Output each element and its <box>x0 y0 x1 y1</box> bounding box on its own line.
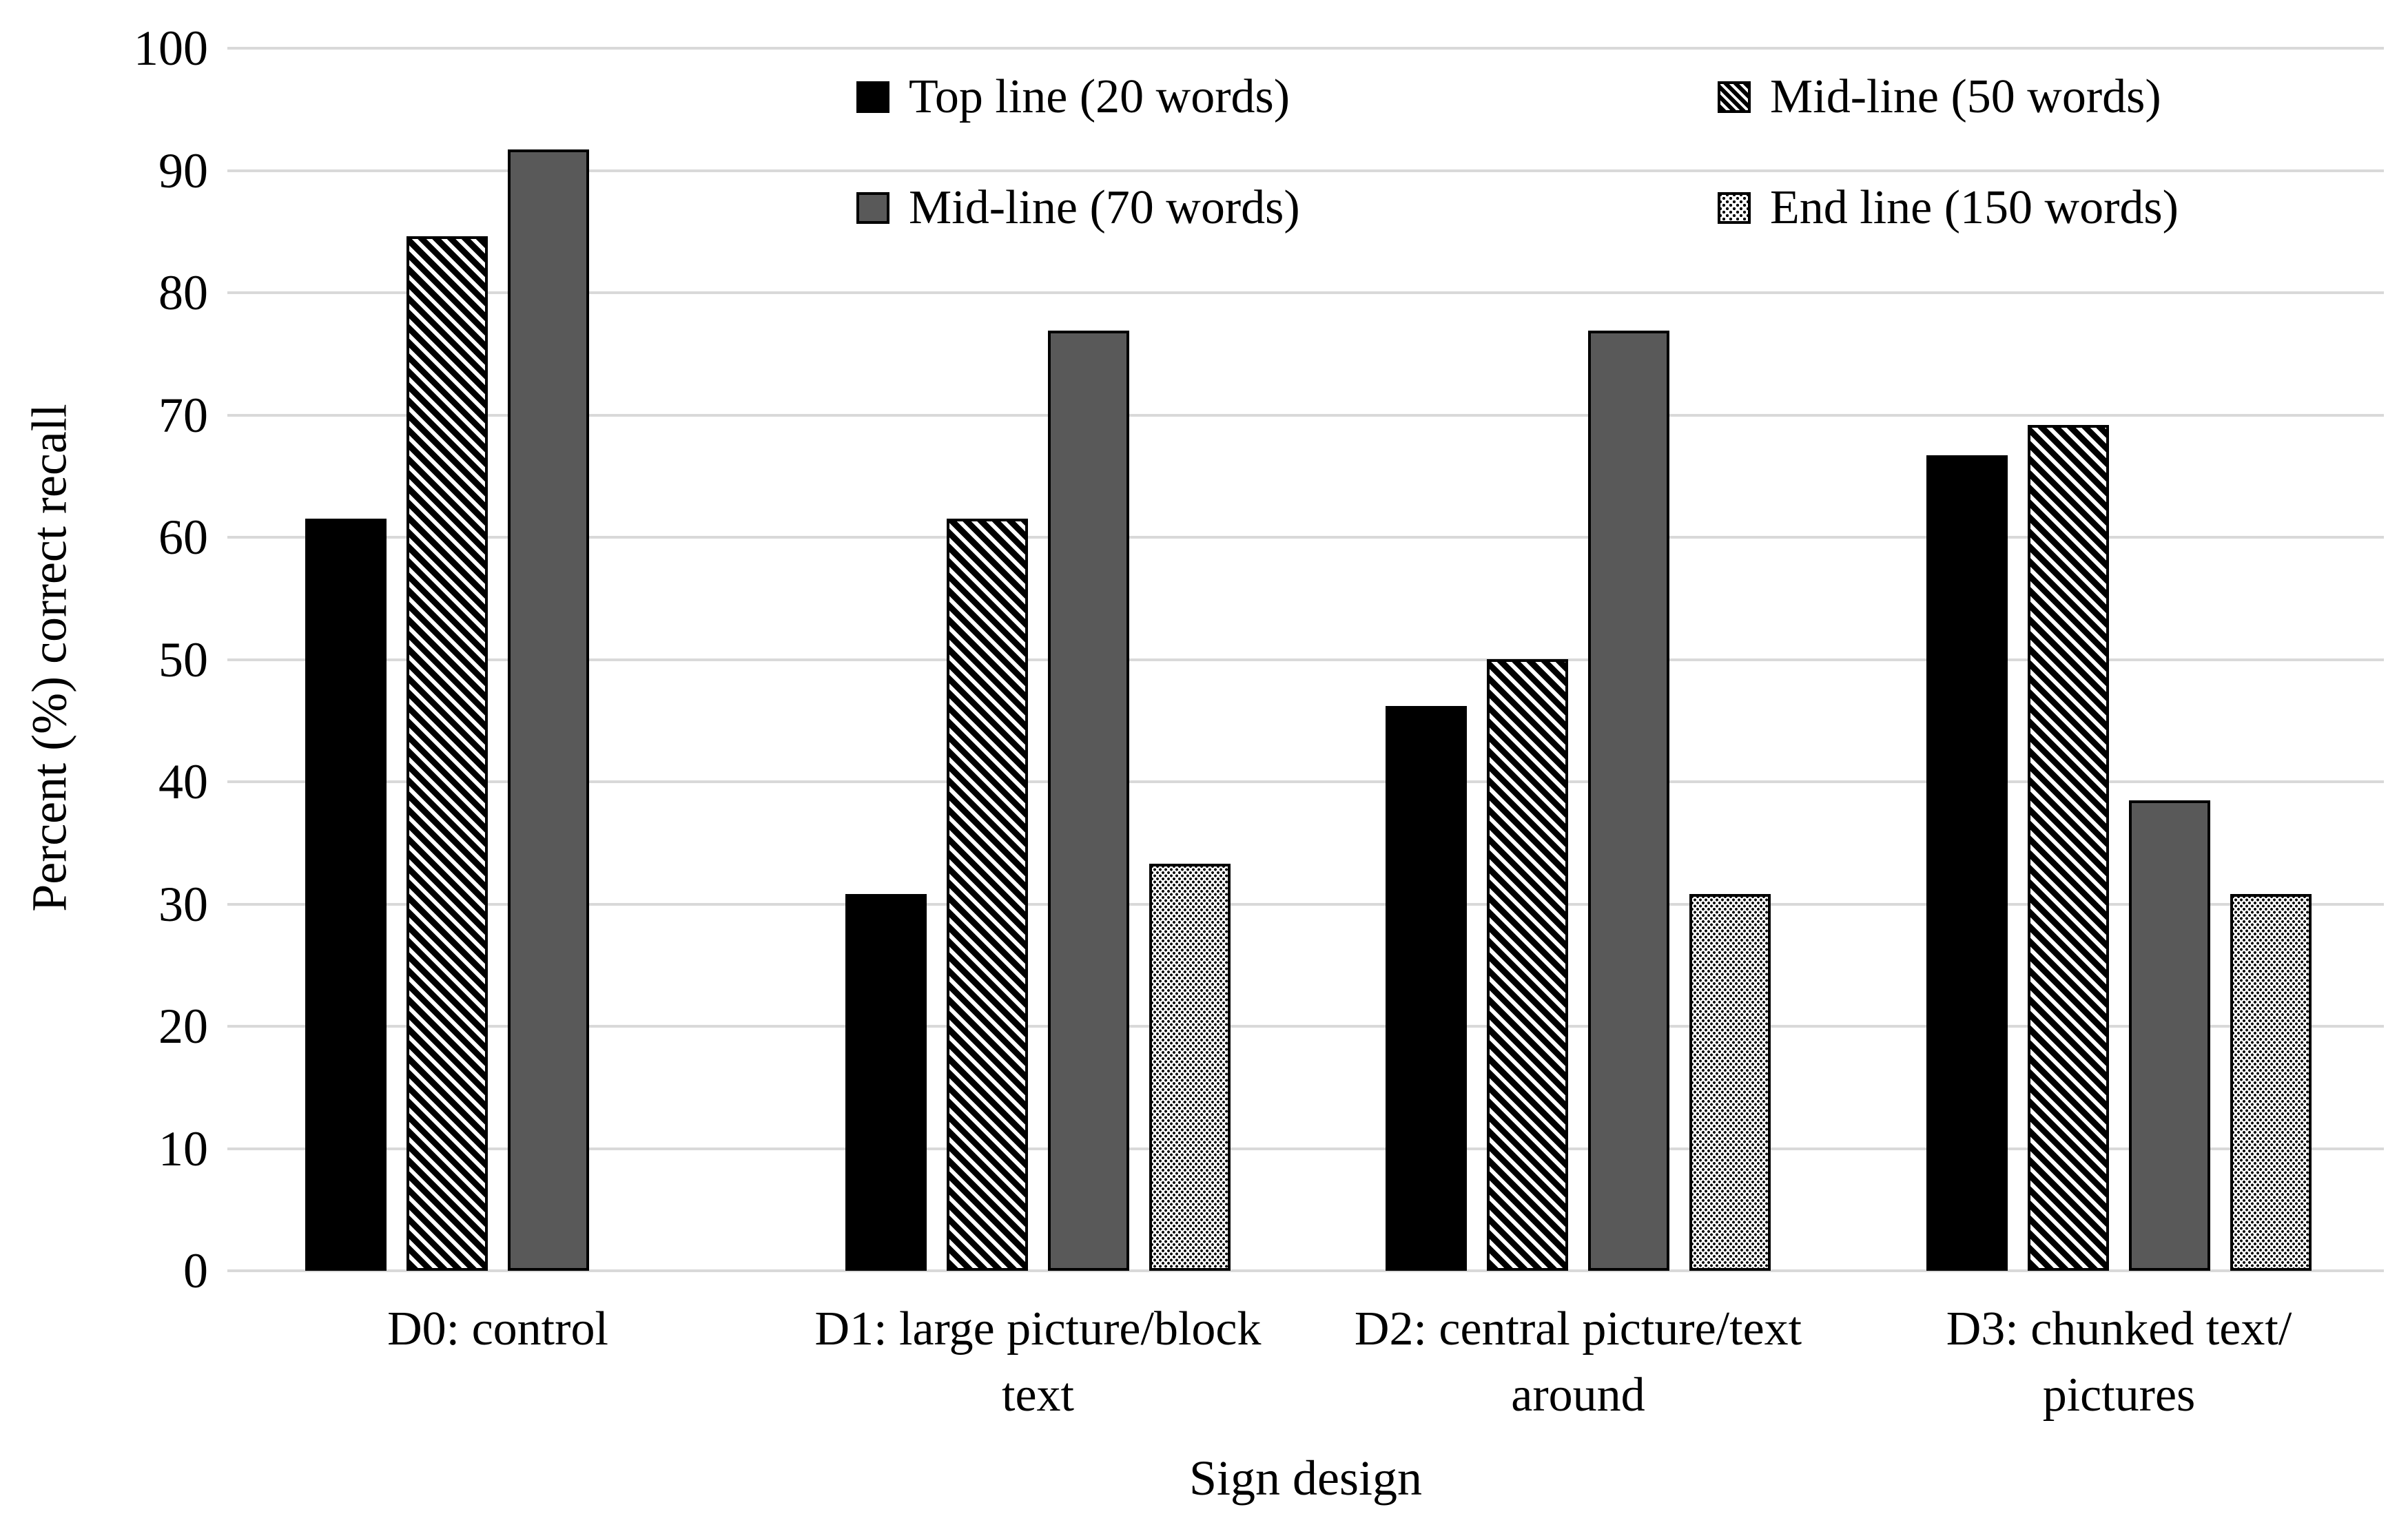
y-tick-label: 10 <box>158 1121 208 1176</box>
gridline <box>227 902 2384 906</box>
category-label: D2: central picture/text around <box>1282 1296 1875 1429</box>
gridline <box>227 291 2384 294</box>
x-axis-title: Sign design <box>1188 1451 1423 1506</box>
y-axis-title: Percent (%) correct recall <box>21 404 77 912</box>
y-tick-label: 0 <box>183 1243 208 1298</box>
bar-mid-line-70-words-d0 <box>508 149 589 1271</box>
legend-label: Mid-line (50 words) <box>1770 70 2161 123</box>
bar-mid-line-50-words-d2 <box>1487 659 1568 1271</box>
bar-mid-line-70-words-d1 <box>1048 331 1129 1271</box>
y-tick-label: 100 <box>134 21 208 76</box>
category-label-line: D0: control <box>387 1302 608 1355</box>
bar-mid-line-70-words-d3 <box>2129 800 2210 1271</box>
gridline <box>227 536 2384 539</box>
gridline <box>227 1269 2384 1272</box>
y-tick-label: 90 <box>158 143 208 198</box>
bar-top-line-20-words-d1 <box>845 894 927 1271</box>
y-tick-label: 20 <box>158 999 208 1054</box>
y-tick-label: 70 <box>158 387 208 443</box>
category-label-line: text <box>1002 1369 1074 1422</box>
gridline <box>227 169 2384 172</box>
category-label-line: pictures <box>2042 1369 2196 1422</box>
legend-label: Mid-line (70 words) <box>909 181 1300 234</box>
legend-swatch-solid-gray <box>856 192 889 224</box>
category-label-line: D1: large picture/block <box>814 1302 1262 1355</box>
bar-top-line-20-words-d2 <box>1386 706 1467 1271</box>
gridline <box>227 413 2384 417</box>
bar-end-line-150-words-d2 <box>1689 894 1771 1271</box>
category-label-line: around <box>1511 1369 1645 1422</box>
legend-swatch-dotted <box>1718 192 1751 224</box>
category-label: D0: control <box>202 1296 794 1362</box>
legend-label: End line (150 words) <box>1770 181 2179 234</box>
y-tick-label: 40 <box>158 754 208 809</box>
bar-mid-line-50-words-d1 <box>947 519 1028 1271</box>
gridline <box>227 780 2384 783</box>
bar-mid-line-70-words-d2 <box>1588 331 1669 1271</box>
y-tick-label: 80 <box>158 265 208 320</box>
bar-top-line-20-words-d3 <box>1926 455 2008 1271</box>
y-tick-label: 60 <box>158 510 208 565</box>
category-label: D1: large picture/block text <box>742 1296 1335 1429</box>
legend-swatch-diagonal-hatch <box>1718 81 1751 113</box>
bar-end-line-150-words-d3 <box>2230 894 2312 1271</box>
bar-mid-line-50-words-d0 <box>407 236 488 1271</box>
y-tick-label: 30 <box>158 876 208 932</box>
bar-end-line-150-words-d1 <box>1149 864 1231 1271</box>
category-label-line: D3: chunked text/ <box>1946 1302 2292 1355</box>
category-label-line: D2: central picture/text <box>1354 1302 1802 1355</box>
bar-mid-line-50-words-d3 <box>2028 425 2109 1271</box>
gridline <box>227 1147 2384 1150</box>
category-label: D3: chunked text/pictures <box>1823 1296 2408 1429</box>
legend-label: Top line (20 words) <box>909 70 1290 123</box>
bar-top-line-20-words-d0 <box>305 519 387 1271</box>
gridline <box>227 47 2384 50</box>
y-tick-label: 50 <box>158 632 208 687</box>
gridline <box>227 658 2384 661</box>
gridline <box>227 1025 2384 1028</box>
legend-swatch-solid-black <box>856 81 889 113</box>
